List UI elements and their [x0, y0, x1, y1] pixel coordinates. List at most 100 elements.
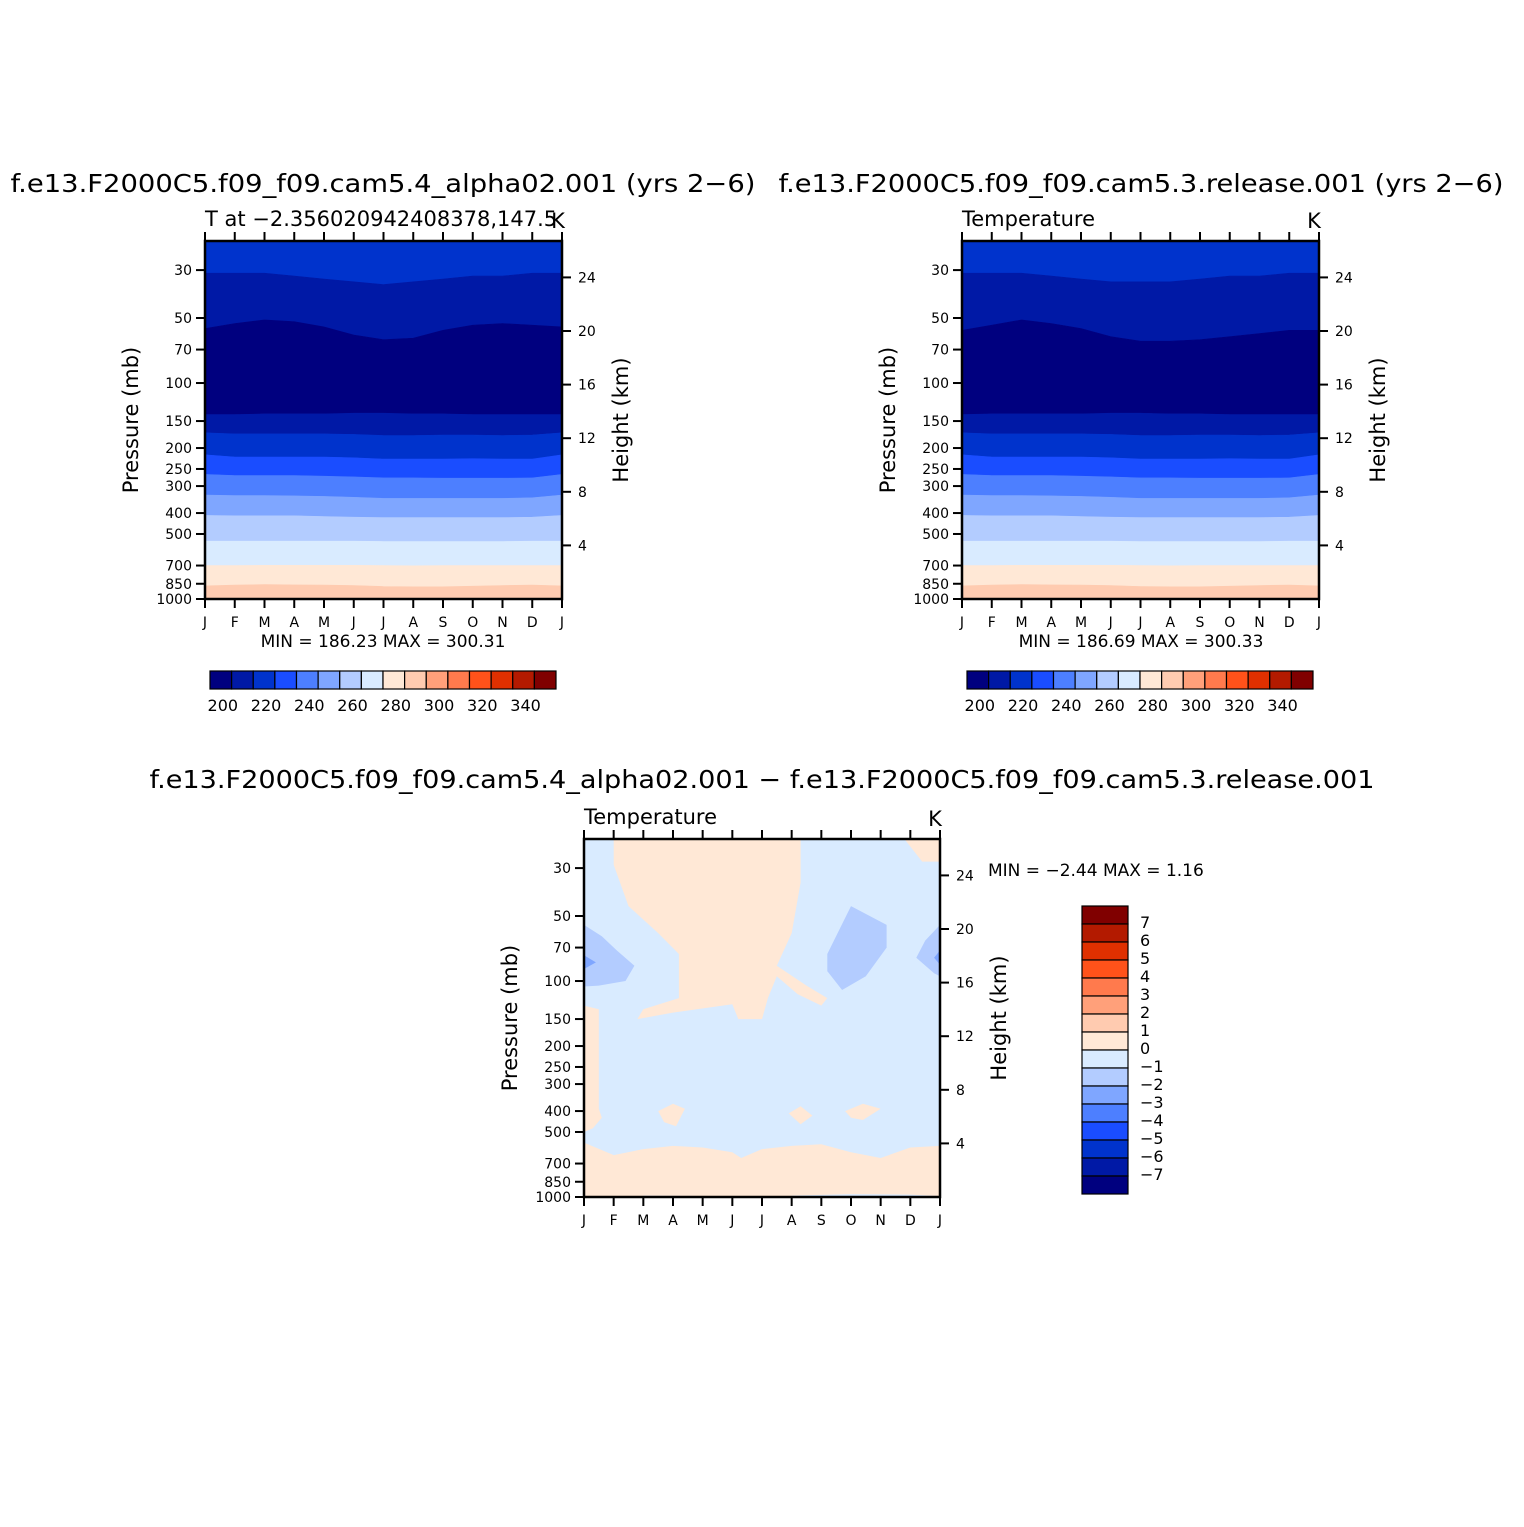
colorbar: 200 220 240 260 280 300 320 340: [208, 670, 557, 715]
h-tick-label: 12: [578, 431, 596, 447]
contour-band-10: [205, 565, 562, 588]
contour-region-5: [658, 1103, 685, 1127]
colorbar-label: 320: [467, 696, 498, 715]
colorbar-label: 340: [510, 696, 541, 715]
p-tick-label: 400: [165, 506, 192, 522]
p-tick-label: 700: [544, 1157, 571, 1173]
contour-region-3: [584, 1005, 602, 1132]
colorbar-box: [1052, 670, 1076, 690]
colorbar-label: 3: [1140, 985, 1150, 1004]
x-tick-label: J: [937, 1213, 942, 1229]
colorbar-box: [490, 670, 514, 690]
min-max-label: MIN = −2.44 MAX = 1.16: [988, 861, 1204, 881]
h-tick-label: 24: [578, 270, 596, 286]
colorbar-box: [1081, 1013, 1129, 1033]
contour-band-4: [962, 432, 1319, 460]
contour-band-6: [205, 474, 562, 499]
colorbar-box: [447, 670, 471, 690]
plot-area: [962, 241, 1319, 599]
colorbar-label: 280: [381, 696, 412, 715]
x-tick-label: M: [637, 1213, 649, 1229]
colorbar-box: [1117, 670, 1141, 690]
colorbar-box: [533, 670, 557, 690]
y2-axis-label: Height (km): [987, 955, 1011, 1080]
panel-units: K: [928, 807, 943, 831]
h-tick-label: 8: [1335, 485, 1344, 501]
colorbar-box: [252, 670, 276, 690]
contour-band-3: [962, 412, 1319, 436]
x-tick-label: A: [1165, 615, 1175, 631]
x-tick-label: A: [1046, 615, 1056, 631]
colorbar-box: [360, 670, 384, 690]
h-tick-label: 24: [956, 868, 974, 884]
colorbar-box: [468, 670, 492, 690]
colorbar-box: [382, 670, 406, 690]
contour-band-6: [962, 474, 1319, 499]
panel-title: f.e13.F2000C5.f09_f09.cam5.4_alpha02.001…: [150, 765, 1375, 794]
x-tick-label: A: [408, 615, 418, 631]
x-tick-label: J: [729, 1213, 734, 1229]
colorbar-box: [317, 670, 341, 690]
contour-region-10: [827, 906, 887, 990]
x-tick-label: M: [318, 615, 330, 631]
x-tick-label: M: [1015, 615, 1027, 631]
contour-region-9: [584, 955, 596, 969]
p-tick-label: 100: [165, 376, 192, 392]
p-tick-label: 100: [544, 974, 571, 990]
colorbar-label: −4: [1140, 1111, 1164, 1130]
colorbar-box: [231, 670, 254, 690]
panel-title: f.e13.F2000C5.f09_f09.cam5.4_alpha02.001…: [11, 169, 756, 198]
colorbar-label: −2: [1140, 1075, 1164, 1094]
colorbar-label: 260: [1094, 696, 1125, 715]
x-tick-label: J: [759, 1213, 764, 1229]
colorbar-box: [1204, 670, 1228, 690]
colorbar-box: [1161, 670, 1184, 690]
panel-title: f.e13.F2000C5.f09_f09.cam5.3.release.001…: [779, 169, 1504, 198]
colorbar-box: [295, 670, 319, 690]
h-tick-label: 16: [578, 378, 596, 394]
contour-band-3: [205, 412, 562, 436]
p-tick-label: 250: [544, 1060, 571, 1076]
p-tick-label: 250: [165, 462, 192, 478]
y2-axis-label: Height (km): [609, 357, 633, 482]
x-tick-label: S: [817, 1213, 826, 1229]
colorbar-box: [1139, 670, 1163, 690]
colorbar-label: 220: [1008, 696, 1039, 715]
x-tick-label: O: [1224, 615, 1235, 631]
x-tick-label: S: [439, 615, 448, 631]
p-tick-label: 1000: [156, 592, 192, 608]
colorbar-label: 340: [1267, 696, 1298, 715]
x-tick-label: O: [845, 1213, 856, 1229]
x-tick-label: J: [1316, 615, 1321, 631]
colorbar-box: [1269, 670, 1292, 690]
p-tick-label: 200: [165, 441, 192, 457]
x-tick-label: A: [289, 615, 299, 631]
colorbar: 200 220 240 260 280 300 320 340: [965, 670, 1314, 715]
p-tick-label: 500: [922, 527, 949, 543]
colorbar-label: 300: [1181, 696, 1212, 715]
colorbar-label: −3: [1140, 1093, 1164, 1112]
p-tick-label: 1000: [913, 592, 949, 608]
x-tick-label: M: [258, 615, 270, 631]
colorbar-label: −5: [1140, 1129, 1164, 1148]
contour-region-1: [756, 839, 765, 855]
plot-area: [205, 241, 562, 599]
p-tick-label: 200: [922, 441, 949, 457]
colorbar-label: 5: [1140, 949, 1150, 968]
p-tick-label: 300: [922, 479, 949, 495]
p-tick-label: 30: [931, 263, 949, 279]
h-tick-label: 16: [1335, 378, 1353, 394]
colorbar-label: 240: [1051, 696, 1082, 715]
colorbar-box: [988, 670, 1011, 690]
contour-region-11: [916, 924, 940, 977]
colorbar-label: 200: [208, 696, 239, 715]
colorbar-label: 0: [1140, 1039, 1150, 1058]
x-tick-label: J: [959, 615, 964, 631]
panel-difference-temperature: J F M A M J J A S O N D J305070100150200250300400500…: [150, 765, 1375, 1229]
y-axis-label: Pressure (mb): [876, 347, 900, 494]
x-tick-label: A: [787, 1213, 797, 1229]
colorbar-box: [1081, 1049, 1129, 1069]
colorbar-box: [1081, 977, 1129, 997]
